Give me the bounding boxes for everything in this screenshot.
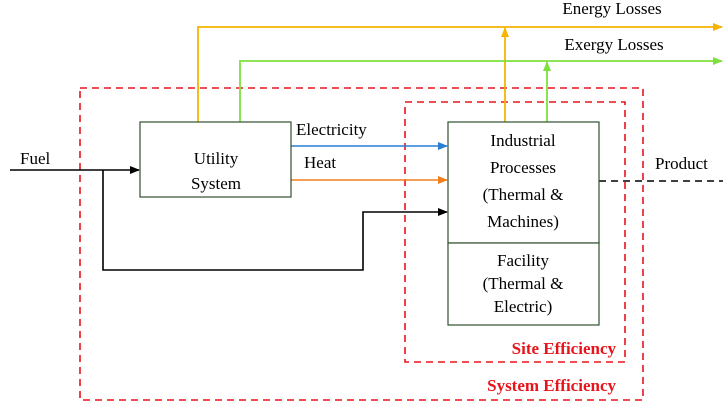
energy-losses-label: Energy Losses [562,0,661,18]
heat-label: Heat [304,153,336,172]
exergy-losses-label: Exergy Losses [564,35,663,54]
boundaries [79,87,644,401]
boxes [139,121,600,326]
system-boundary [79,87,644,401]
node-label: System [191,174,241,193]
system-efficiency-label: System Efficiency [487,376,616,395]
node-label: (Thermal & [483,185,564,204]
node-label: Facility [497,251,549,270]
node-label: Processes [490,158,556,177]
fuel-label: Fuel [20,149,51,168]
electricity-label: Electricity [296,120,367,139]
loss-lines [197,23,723,122]
process-box [447,121,600,244]
node-label: Industrial [490,131,555,150]
node-label: (Thermal & [483,274,564,293]
flows [10,142,723,271]
fuel-bypass-arrow [102,170,448,271]
facility-box [447,242,600,326]
exergy-loss-line [239,57,723,122]
energy-loss-line [197,23,723,122]
node-label: Machines) [487,212,559,231]
node-label: Utility [194,149,239,168]
node-label: Electric) [494,297,553,316]
product-label: Product [655,154,708,173]
site-efficiency-label: Site Efficiency [512,339,617,358]
site-boundary [404,101,626,363]
utility-box [139,121,292,198]
